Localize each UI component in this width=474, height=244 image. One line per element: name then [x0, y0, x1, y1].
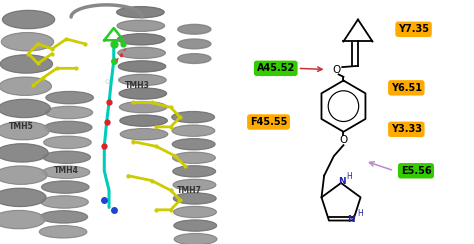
Ellipse shape: [0, 166, 47, 184]
Text: Y3.33: Y3.33: [391, 124, 422, 134]
Ellipse shape: [173, 193, 216, 204]
Ellipse shape: [173, 139, 215, 150]
Ellipse shape: [118, 74, 166, 86]
Ellipse shape: [173, 166, 216, 177]
Ellipse shape: [178, 54, 211, 63]
Text: TMH5: TMH5: [9, 122, 34, 131]
Text: O: O: [332, 65, 340, 74]
Text: F45.55: F45.55: [250, 117, 287, 127]
Ellipse shape: [174, 234, 217, 244]
Ellipse shape: [120, 129, 168, 140]
Ellipse shape: [0, 77, 51, 95]
Text: Y6.51: Y6.51: [391, 83, 422, 93]
Ellipse shape: [118, 61, 166, 72]
Ellipse shape: [173, 179, 216, 191]
Text: O: O: [339, 135, 347, 145]
Ellipse shape: [45, 106, 92, 119]
Ellipse shape: [0, 55, 53, 73]
Ellipse shape: [120, 115, 167, 126]
Ellipse shape: [41, 196, 88, 208]
Ellipse shape: [118, 47, 165, 58]
Text: H: H: [357, 209, 363, 218]
Text: N: N: [338, 177, 346, 186]
Ellipse shape: [173, 152, 215, 163]
Text: Y7.35: Y7.35: [398, 24, 429, 34]
Ellipse shape: [42, 181, 89, 193]
Ellipse shape: [173, 206, 216, 218]
Ellipse shape: [45, 121, 92, 133]
Text: TMH7: TMH7: [177, 186, 202, 195]
Ellipse shape: [40, 211, 88, 223]
Text: TMH4: TMH4: [54, 166, 79, 175]
Ellipse shape: [43, 151, 91, 163]
Ellipse shape: [118, 34, 165, 45]
Ellipse shape: [178, 39, 211, 49]
Ellipse shape: [172, 125, 215, 136]
Ellipse shape: [39, 226, 87, 238]
Ellipse shape: [172, 112, 214, 123]
Ellipse shape: [0, 99, 50, 118]
Text: H: H: [346, 172, 352, 181]
Ellipse shape: [46, 92, 93, 104]
Ellipse shape: [44, 136, 91, 148]
Text: TMH3: TMH3: [125, 81, 150, 90]
Ellipse shape: [0, 144, 48, 162]
Ellipse shape: [0, 211, 45, 229]
Ellipse shape: [178, 24, 211, 34]
Ellipse shape: [119, 102, 167, 113]
Ellipse shape: [174, 220, 217, 231]
Ellipse shape: [119, 88, 166, 99]
Ellipse shape: [0, 122, 49, 140]
Ellipse shape: [117, 7, 164, 18]
Ellipse shape: [1, 33, 54, 51]
Ellipse shape: [117, 20, 164, 31]
Ellipse shape: [42, 166, 90, 178]
Ellipse shape: [0, 188, 46, 206]
Ellipse shape: [2, 10, 55, 29]
Text: E5.56: E5.56: [401, 166, 431, 176]
Text: N: N: [347, 215, 355, 224]
Text: A45.52: A45.52: [256, 63, 295, 73]
